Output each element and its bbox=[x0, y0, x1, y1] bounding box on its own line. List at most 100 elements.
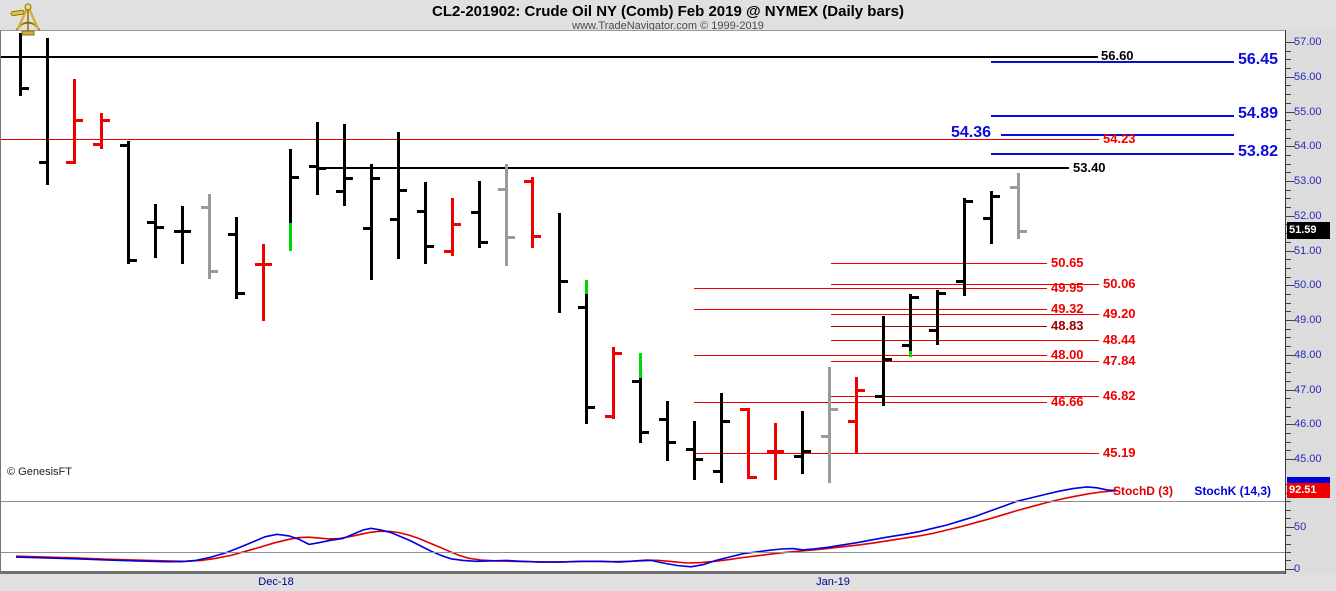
price-axis-tick bbox=[1286, 128, 1291, 130]
ohlc-bar-up-segment bbox=[585, 280, 589, 295]
price-axis-tick bbox=[1286, 215, 1295, 217]
price-level-line bbox=[991, 61, 1234, 64]
close-tick bbox=[237, 292, 245, 296]
close-tick bbox=[183, 229, 191, 233]
price-level-label: 53.40 bbox=[1073, 159, 1106, 175]
price-axis-tick bbox=[1286, 302, 1291, 304]
open-tick bbox=[146, 221, 154, 225]
stoch-curve bbox=[15, 486, 1118, 568]
close-tick bbox=[1019, 229, 1027, 233]
price-level-label: 54.36 bbox=[951, 123, 992, 141]
close-tick bbox=[210, 269, 218, 273]
price-level-label: 56.60 bbox=[1101, 48, 1134, 64]
price-axis-tick bbox=[1286, 207, 1291, 209]
price-axis-tick bbox=[1286, 441, 1291, 443]
close-tick bbox=[992, 195, 1000, 199]
ohlc-bar bbox=[504, 163, 508, 267]
open-tick bbox=[848, 419, 856, 423]
close-tick bbox=[264, 262, 272, 266]
price-axis-tick bbox=[1286, 85, 1291, 87]
price-axis-tick bbox=[1286, 181, 1295, 182]
price-axis-tick bbox=[1286, 363, 1291, 365]
close-tick bbox=[345, 177, 353, 181]
price-level-line bbox=[1001, 133, 1234, 136]
price-axis-label: 55.00 bbox=[1294, 105, 1322, 118]
open-tick bbox=[524, 179, 532, 183]
price-level-line bbox=[831, 340, 1099, 341]
close-tick bbox=[858, 389, 866, 393]
stochastic-curves bbox=[15, 486, 1118, 568]
open-tick bbox=[821, 434, 829, 438]
stochk-legend-label[interactable]: StochK (14,3) bbox=[1194, 484, 1271, 498]
price-axis-tick bbox=[1286, 267, 1291, 269]
ohlc-bar bbox=[693, 421, 697, 481]
price-axis[interactable]: 57.00 56.00 55.00 54.00 53.00 52.00 51.00 50.00… bbox=[1285, 30, 1336, 575]
price-panel[interactable]: 56.60 56.45 54.89 54.36 54.23 53.82 53.40 50.65… bbox=[0, 30, 1285, 483]
price-axis-label: 54.00 bbox=[1294, 140, 1322, 153]
price-level-line bbox=[991, 115, 1234, 118]
price-axis-tick bbox=[1286, 120, 1291, 122]
ohlc-bar bbox=[909, 294, 912, 357]
open-tick bbox=[578, 305, 586, 309]
ohlc-bar-up-segment bbox=[639, 353, 643, 378]
close-tick bbox=[642, 431, 650, 435]
close-tick bbox=[453, 222, 461, 226]
ohlc-bar bbox=[19, 32, 22, 97]
ohlc-bar bbox=[261, 244, 265, 321]
open-tick bbox=[767, 449, 775, 453]
open-tick bbox=[335, 189, 343, 193]
price-level-label: 54.89 bbox=[1238, 105, 1279, 123]
price-axis-tick bbox=[1286, 154, 1291, 156]
stoch-axis-tick bbox=[1286, 526, 1295, 528]
date-axis[interactable]: Dec-18 Jan-19 bbox=[0, 574, 1336, 591]
close-tick bbox=[507, 236, 515, 240]
price-axis-tick bbox=[1286, 346, 1291, 348]
open-tick bbox=[605, 415, 613, 419]
stoch-axis-tick bbox=[1286, 568, 1295, 570]
stoch-axis-tick bbox=[1286, 552, 1291, 553]
price-axis-label: 51.00 bbox=[1294, 244, 1322, 257]
close-tick bbox=[291, 176, 299, 180]
close-tick bbox=[22, 87, 29, 91]
price-level-line bbox=[694, 401, 1047, 403]
genesisft-sextant-icon bbox=[6, 1, 48, 39]
ohlc-bar bbox=[369, 163, 373, 280]
stochastic-panel[interactable]: StochD (3) StochK (14,3) bbox=[0, 483, 1285, 571]
open-tick bbox=[119, 144, 127, 147]
date-axis-label[interactable]: Jan-19 bbox=[816, 576, 850, 588]
ohlc-bar bbox=[936, 289, 939, 346]
price-axis-tick bbox=[1286, 354, 1295, 356]
ohlc-bar bbox=[72, 78, 76, 165]
price-axis-label: 50.00 bbox=[1294, 279, 1322, 292]
price-axis-label: 46.00 bbox=[1294, 418, 1322, 431]
close-tick bbox=[777, 449, 785, 453]
price-axis-tick bbox=[1286, 163, 1291, 165]
open-tick bbox=[686, 447, 694, 451]
price-level-line bbox=[831, 313, 1099, 315]
stochd-legend-label[interactable]: StochD (3) bbox=[1112, 484, 1173, 498]
stoch-axis-tick bbox=[1286, 543, 1291, 545]
last-price-badge: 51.59 bbox=[1287, 222, 1330, 239]
ohlc-bar bbox=[126, 141, 130, 265]
open-tick bbox=[902, 343, 909, 347]
close-tick bbox=[534, 235, 542, 239]
price-level-label: 48.00 bbox=[1051, 347, 1084, 363]
price-level-line bbox=[1, 138, 1099, 140]
open-tick bbox=[65, 160, 73, 164]
date-axis-label[interactable]: Dec-18 bbox=[258, 576, 294, 588]
price-axis-tick bbox=[1286, 311, 1291, 313]
price-level-line bbox=[831, 326, 1047, 328]
ohlc-bar bbox=[828, 367, 832, 483]
open-tick bbox=[497, 187, 505, 191]
close-tick bbox=[399, 188, 407, 192]
chart-title: CL2-201902: Crude Oil NY (Comb) Feb 2019… bbox=[432, 3, 904, 20]
ohlc-bar bbox=[153, 204, 157, 258]
price-axis-tick bbox=[1286, 285, 1295, 287]
open-tick bbox=[254, 262, 262, 266]
price-axis-label: 49.00 bbox=[1294, 314, 1322, 326]
price-axis-tick bbox=[1286, 241, 1291, 243]
price-level-label: 54.23 bbox=[1103, 130, 1136, 146]
price-level-line bbox=[831, 263, 1047, 265]
price-level-label: 49.20 bbox=[1103, 305, 1136, 321]
